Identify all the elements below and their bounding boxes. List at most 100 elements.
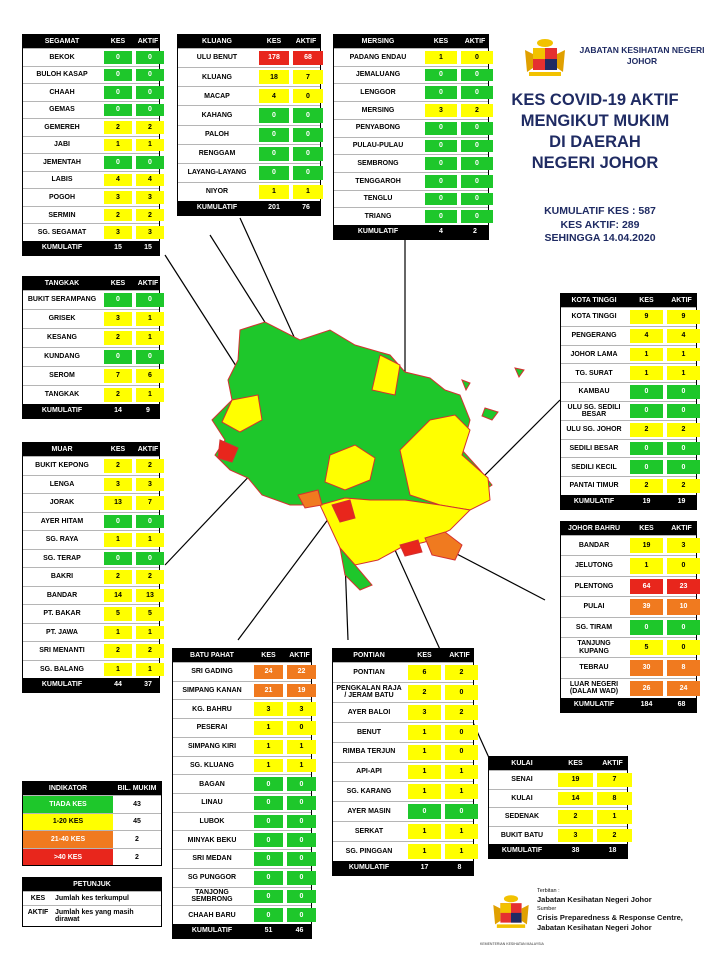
mukim-cases: 0 — [408, 804, 441, 820]
table-row: TENGGAROH 0 0 — [334, 171, 493, 190]
source-line-1: Crisis Preparedness & Response Centre, — [537, 912, 683, 922]
mukim-name: BAGAN — [199, 780, 225, 788]
table-row: SEMBRONG 0 0 — [334, 154, 493, 172]
mukim-cases: 1 — [104, 138, 132, 152]
mukim-name: KUNDANG — [44, 353, 80, 361]
mukim-name: JABI — [54, 141, 70, 149]
mukim-name: JORAK — [49, 499, 75, 507]
mukim-cases: 14 — [558, 791, 593, 805]
mukim-active: 1 — [136, 312, 164, 326]
mukim-name: AYER HITAM — [40, 517, 84, 525]
mukim-active: 1 — [136, 625, 164, 639]
table-row: API-API 1 1 — [333, 761, 478, 782]
table-row: SIMPANG KANAN 21 19 — [173, 680, 316, 700]
table-row: LUBOK 0 0 — [173, 811, 316, 831]
table-row: BAGAN 0 0 — [173, 774, 316, 793]
mukim-name: SG. BALANG — [40, 665, 84, 673]
district-name: TANGKAK — [44, 279, 80, 287]
mukim-active: 1 — [445, 784, 478, 800]
mukim-active: 0 — [287, 721, 316, 735]
mukim-active: 1 — [667, 347, 700, 362]
mukim-active: 6 — [136, 369, 164, 383]
table-row: SG. KLUANG 1 1 — [173, 755, 316, 775]
table-row: KG. BAHRU 3 3 — [173, 699, 316, 718]
mukim-name: PULAU-PULAU — [352, 142, 404, 150]
table-header: TANGKAK KES AKTIF — [23, 277, 159, 290]
table-header: KOTA TINGGI KES AKTIF — [561, 294, 696, 307]
table-row: KLUANG 18 7 — [178, 67, 323, 86]
mukim-active: 3 — [287, 702, 316, 717]
mukim-active: 0 — [293, 108, 323, 123]
map-region-yellow-west — [221, 394, 263, 433]
map-region-jb-red — [399, 539, 423, 557]
mukim-name: SG. PINGGAN — [345, 847, 393, 855]
mukim-cases: 2 — [104, 570, 132, 584]
mukim-name: ULU SG. SEDILI BESAR — [567, 403, 621, 418]
mukim-cases: 7 — [104, 369, 132, 383]
cumulative-cases: KUMULATIF KES : 587 — [544, 205, 656, 217]
table-row: PULAI 39 10 — [561, 596, 700, 616]
mukim-name: TENGLU — [363, 195, 393, 203]
active-header: AKTIF — [137, 37, 159, 45]
table-row: TRIANG 0 0 — [334, 207, 493, 225]
map-title: KES COVID-19 AKTIF MENGIKUT MUKIM DI DAE… — [490, 90, 700, 174]
mukim-cases: 0 — [259, 165, 289, 180]
table-footer: KUMULATIF 19 19 — [561, 495, 696, 509]
mukim-cases: 0 — [254, 908, 283, 923]
title-line-4: NEGERI JOHOR — [531, 154, 659, 173]
mukim-cases: 2 — [630, 479, 663, 493]
table-row: SRI MEDAN 0 0 — [173, 849, 316, 868]
mukim-name: PLENTONG — [574, 582, 614, 590]
mukim-active: 0 — [461, 192, 493, 206]
mukim-cases: 2 — [104, 644, 132, 658]
mukim-name: BAKRI — [50, 573, 74, 581]
publisher-label: Terbitan : — [537, 888, 560, 894]
cases-header: KES — [266, 37, 282, 45]
indicator-row: 1-20 KES 45 — [23, 812, 161, 831]
cumulative-label: KUMULATIF — [573, 498, 615, 506]
map-region-southwest-green — [339, 546, 373, 591]
mukim-active: 19 — [287, 683, 316, 698]
mukim-name: MACAP — [204, 92, 230, 100]
mukim-name: SEDENAK — [504, 813, 540, 821]
table-row: BUKIT SERAMPANG 0 0 — [23, 290, 164, 309]
mukim-active: 0 — [287, 908, 316, 923]
table-row: LUAR NEGERI (DALAM WAD) 26 24 — [561, 677, 700, 698]
mukim-active: 68 — [293, 51, 323, 66]
mukim-cases: 3 — [104, 191, 132, 204]
mukim-name: SG. KLUANG — [190, 761, 234, 769]
mukim-name: SRI MENANTI — [39, 647, 85, 655]
mukim-active: 2 — [136, 459, 164, 473]
mukim-cases: 3 — [425, 104, 457, 117]
mukim-active: 0 — [287, 852, 316, 866]
map-region-yellow-centre — [324, 444, 376, 491]
mukim-cases: 0 — [104, 103, 132, 117]
publisher-name: Jabatan Kesihatan Negeri Johor — [537, 895, 652, 905]
mukim-name: PESERAI — [196, 724, 228, 732]
mukim-name: SIMPANG KANAN — [182, 686, 242, 694]
mukim-name: KOTA TINGGI — [571, 313, 617, 321]
mukim-name: POGOH — [48, 193, 76, 201]
mukim-active: 0 — [445, 724, 478, 740]
table-row: SG. BALANG 1 1 — [23, 659, 164, 679]
mukim-active: 0 — [445, 744, 478, 760]
mukim-cases: 0 — [259, 127, 289, 142]
district-table-tangkak: TANGKAK KES AKTIF BUKIT SERAMPANG 0 0 GRISEK 3 1… — [22, 276, 164, 419]
mukim-cases: 4 — [259, 89, 289, 104]
mukim-cases: 1 — [630, 347, 663, 362]
mukim-cases: 0 — [630, 441, 663, 456]
mukim-name: TG. SURAT — [575, 369, 613, 377]
table-footer: KUMULATIF 15 15 — [23, 241, 159, 255]
table-row: SEDILI KECIL 0 0 — [561, 457, 700, 476]
cumulative-label: KUMULATIF — [348, 864, 390, 872]
mukim-active: 8 — [667, 660, 700, 676]
mukim-cases: 3 — [104, 477, 132, 491]
table-row: SEDENAK 2 1 — [489, 807, 632, 826]
district-table-johor-bahru: JOHOR BAHRU KES AKTIF BANDAR 19 3 JELUTONG 1 0 PL… — [560, 521, 700, 713]
table-header: SEGAMAT KES AKTIF — [23, 35, 159, 48]
table-footer: KUMULATIF 51 46 — [173, 924, 311, 938]
table-row: PT. JAWA 1 1 — [23, 622, 164, 642]
mukim-cases: 0 — [104, 350, 132, 364]
mukim-active: 0 — [293, 127, 323, 142]
mukim-active: 0 — [461, 86, 493, 100]
